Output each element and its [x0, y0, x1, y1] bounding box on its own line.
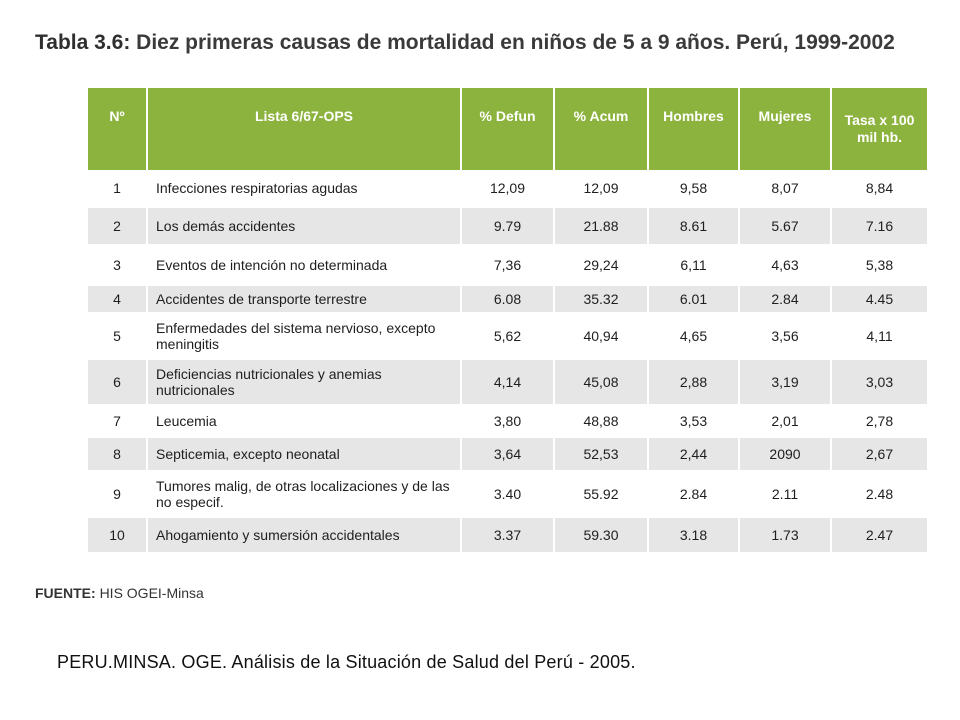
cell-cause: Leucemia	[148, 406, 462, 438]
cell-hombres: 2,44	[649, 438, 740, 472]
cell-defun: 3,64	[462, 438, 555, 472]
cell-mujeres: 5.67	[740, 208, 832, 246]
column-header-defun: % Defun	[462, 88, 555, 170]
column-header-mujeres: Mujeres	[740, 88, 832, 170]
column-header-tasa: Tasa x 100 mil hb.	[832, 88, 927, 170]
cell-cause: Tumores malig, de otras localizaciones y…	[148, 472, 462, 518]
cell-number: 7	[88, 406, 148, 438]
table-row: 4 Accidentes de transporte terrestre 6.08 3…	[88, 286, 927, 314]
cell-acum: 59.30	[555, 518, 649, 554]
cell-hombres: 4,65	[649, 314, 740, 360]
citation-text: PERU.MINSA. OGE. Análisis de la Situació…	[57, 652, 636, 672]
cell-acum: 29,24	[555, 246, 649, 286]
mortality-table: Nº Lista 6/67-OPS % Defun % Acum Hombres…	[88, 88, 927, 554]
mortality-table-container: Nº Lista 6/67-OPS % Defun % Acum Hombres…	[88, 88, 927, 554]
cell-tasa: 2,78	[832, 406, 927, 438]
cell-cause: Eventos de intención no determinada	[148, 246, 462, 286]
cell-acum: 40,94	[555, 314, 649, 360]
cell-hombres: 8.61	[649, 208, 740, 246]
cell-defun: 5,62	[462, 314, 555, 360]
cell-defun: 9.79	[462, 208, 555, 246]
cell-number: 1	[88, 170, 148, 208]
cell-acum: 48,88	[555, 406, 649, 438]
cell-defun: 6.08	[462, 286, 555, 314]
cell-acum: 55.92	[555, 472, 649, 518]
cell-mujeres: 1.73	[740, 518, 832, 554]
table-row: 3 Eventos de intención no determinada 7,36…	[88, 246, 927, 286]
cell-number: 6	[88, 360, 148, 406]
cell-number: 10	[88, 518, 148, 554]
cell-defun: 3,80	[462, 406, 555, 438]
cell-acum: 12,09	[555, 170, 649, 208]
column-header-acum: % Acum	[555, 88, 649, 170]
cell-acum: 21.88	[555, 208, 649, 246]
cell-defun: 12,09	[462, 170, 555, 208]
cell-acum: 52,53	[555, 438, 649, 472]
cell-tasa: 2.48	[832, 472, 927, 518]
table-body: 1 Infecciones respiratorias agudas 12,09 12…	[88, 170, 927, 554]
column-header-hombres: Hombres	[649, 88, 740, 170]
source-label: FUENTE:	[35, 585, 96, 601]
cell-cause: Septicemia, excepto neonatal	[148, 438, 462, 472]
cell-cause: Deficiencias nutricionales y anemias nut…	[148, 360, 462, 406]
column-header-number: Nº	[88, 88, 148, 170]
cell-number: 3	[88, 246, 148, 286]
cell-tasa: 2,67	[832, 438, 927, 472]
cell-number: 4	[88, 286, 148, 314]
table-row: 9 Tumores malig, de otras localizaciones …	[88, 472, 927, 518]
cell-hombres: 2.84	[649, 472, 740, 518]
cell-mujeres: 3,19	[740, 360, 832, 406]
cell-defun: 7,36	[462, 246, 555, 286]
cell-tasa: 5,38	[832, 246, 927, 286]
cell-cause: Los demás accidentes	[148, 208, 462, 246]
cell-mujeres: 2090	[740, 438, 832, 472]
table-row: 8 Septicemia, excepto neonatal 3,64 52,53 2,…	[88, 438, 927, 472]
cell-hombres: 6.01	[649, 286, 740, 314]
cell-acum: 45,08	[555, 360, 649, 406]
cell-hombres: 9,58	[649, 170, 740, 208]
cell-tasa: 4.45	[832, 286, 927, 314]
cell-mujeres: 2.84	[740, 286, 832, 314]
cell-hombres: 3.18	[649, 518, 740, 554]
cell-number: 8	[88, 438, 148, 472]
table-header-row: Nº Lista 6/67-OPS % Defun % Acum Hombres…	[88, 88, 927, 170]
table-title: Tabla 3.6: Diez primeras causas de morta…	[35, 31, 895, 55]
table-row: 6 Deficiencias nutricionales y anemias nu…	[88, 360, 927, 406]
cell-hombres: 3,53	[649, 406, 740, 438]
table-row: 1 Infecciones respiratorias agudas 12,09 12…	[88, 170, 927, 208]
cell-cause: Infecciones respiratorias agudas	[148, 170, 462, 208]
cell-mujeres: 2.11	[740, 472, 832, 518]
cell-number: 9	[88, 472, 148, 518]
cell-mujeres: 3,56	[740, 314, 832, 360]
cell-tasa: 4,11	[832, 314, 927, 360]
cell-mujeres: 8,07	[740, 170, 832, 208]
cell-cause: Accidentes de transporte terrestre	[148, 286, 462, 314]
cell-defun: 3.37	[462, 518, 555, 554]
cell-mujeres: 4,63	[740, 246, 832, 286]
cell-mujeres: 2,01	[740, 406, 832, 438]
cell-acum: 35.32	[555, 286, 649, 314]
cell-defun: 4,14	[462, 360, 555, 406]
cell-hombres: 6,11	[649, 246, 740, 286]
table-title-text: Diez primeras causas de mortalidad en ni…	[136, 31, 895, 54]
column-header-list: Lista 6/67-OPS	[148, 88, 462, 170]
table-title-label: Tabla 3.6:	[35, 31, 131, 54]
table-row: 10 Ahogamiento y sumersión accidentales 3.…	[88, 518, 927, 554]
cell-tasa: 2.47	[832, 518, 927, 554]
table-row: 5 Enfermedades del sistema nervioso, exce…	[88, 314, 927, 360]
cell-tasa: 8,84	[832, 170, 927, 208]
cell-cause: Ahogamiento y sumersión accidentales	[148, 518, 462, 554]
source-text: HIS OGEI-Minsa	[99, 585, 204, 601]
source-note: FUENTE: HIS OGEI-Minsa	[35, 585, 204, 601]
table-row: 2 Los demás accidentes 9.79 21.88 8.61 5.67 7.…	[88, 208, 927, 246]
cell-number: 2	[88, 208, 148, 246]
table-row: 7 Leucemia 3,80 48,88 3,53 2,01 2,78	[88, 406, 927, 438]
cell-tasa: 7.16	[832, 208, 927, 246]
cell-number: 5	[88, 314, 148, 360]
cell-defun: 3.40	[462, 472, 555, 518]
cell-hombres: 2,88	[649, 360, 740, 406]
cell-cause: Enfermedades del sistema nervioso, excep…	[148, 314, 462, 360]
cell-tasa: 3,03	[832, 360, 927, 406]
